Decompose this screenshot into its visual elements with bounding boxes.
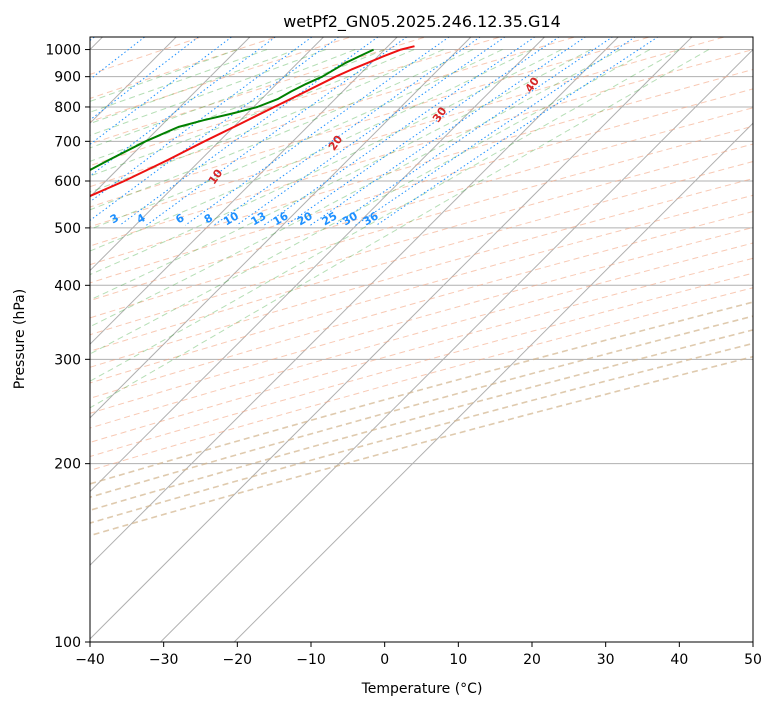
plot-frame <box>89 36 754 643</box>
dry-adiabat <box>90 49 753 247</box>
y-tick-label: 100 <box>54 635 81 651</box>
dry-adiabat <box>90 342 753 524</box>
moist-adiabat <box>90 49 533 252</box>
mixing-ratio-line <box>355 37 636 226</box>
y-tick-label: 300 <box>54 352 81 368</box>
moist-adiabat <box>90 49 297 125</box>
dry-adiabat <box>90 37 652 208</box>
x-tick-label: 30 <box>597 652 615 668</box>
isotherm-gridline <box>90 37 546 493</box>
x-tick-label: −30 <box>149 652 179 668</box>
dry-adiabat <box>90 301 753 485</box>
moist-adiabat <box>90 49 415 177</box>
moist-adiabat <box>90 49 238 102</box>
isotherm-gridline <box>90 37 325 272</box>
isotherm-gridline <box>90 37 472 419</box>
dry-adiabat <box>90 68 753 266</box>
x-tick-label: −10 <box>296 652 326 668</box>
moist-adiabat <box>90 49 680 382</box>
x-tick-label: 40 <box>670 652 688 668</box>
moist-adiabat <box>90 49 326 136</box>
x-tick-label: 20 <box>523 652 541 668</box>
isotherm-gridline <box>159 48 753 642</box>
x-tick-label: −40 <box>75 652 105 668</box>
y-tick-label: 1000 <box>45 43 81 59</box>
y-axis-label: Pressure (hPa) <box>12 289 28 389</box>
y-tick-label: 900 <box>54 70 81 86</box>
isotherm-gridline <box>233 122 753 642</box>
dry-adiabat <box>90 226 753 414</box>
mixing-ratio-line <box>236 37 506 226</box>
x-tick-label: 10 <box>449 652 467 668</box>
x-axis: −40 −30 −20 −10 0 10 20 30 40 50 <box>75 642 762 668</box>
mixing-ratio-line <box>263 37 536 226</box>
x-tick-label: −20 <box>223 652 253 668</box>
mixing-ratio-line <box>119 37 379 226</box>
y-tick-label: 700 <box>54 134 81 150</box>
y-tick-label: 500 <box>54 221 81 237</box>
dry-adiabat <box>90 242 753 429</box>
moist-adiabat <box>90 49 710 409</box>
isotherm-gridline <box>90 37 398 345</box>
profiles <box>90 45 415 198</box>
mixing-ratio-line <box>213 37 481 226</box>
moist-adiabat <box>90 49 385 162</box>
x-axis-label: Temperature (°C) <box>361 681 483 697</box>
dry-adiabat <box>90 37 727 228</box>
mixing-ratio-line <box>90 37 233 145</box>
temperature-profile <box>90 45 415 198</box>
dry-adiabat <box>90 329 753 512</box>
moist-adiabat <box>90 49 592 301</box>
isotherm-gridline <box>90 37 619 566</box>
y-axis: 1000 900 800 700 600 500 400 300 200 100 <box>45 43 90 651</box>
mixing-ratio-lines <box>90 37 659 226</box>
y-tick-label: 800 <box>54 100 81 116</box>
moist-adiabat <box>90 49 474 211</box>
y-tick-label: 200 <box>54 457 81 473</box>
dry-adiabat <box>90 272 753 458</box>
chart-title: wetPf2_GN05.2025.246.12.35.G14 <box>283 12 561 32</box>
dewpoint-profile <box>90 48 375 172</box>
isotherm-gridline <box>90 37 251 198</box>
mixing-ratio-line <box>184 37 450 226</box>
moist-adiabat <box>90 49 267 113</box>
dry-adiabat <box>90 37 502 167</box>
dry-adiabats <box>90 37 753 537</box>
y-tick-label: 600 <box>54 174 81 190</box>
mixing-ratio-line <box>90 37 200 121</box>
y-tick-label: 400 <box>54 278 81 294</box>
dry-adiabat <box>90 178 753 368</box>
dry-adiabat <box>90 37 428 145</box>
x-tick-label: 0 <box>380 652 389 668</box>
grid-layer <box>90 37 753 642</box>
mixing-ratio-line <box>376 37 659 226</box>
moist-adiabat <box>90 49 503 230</box>
dry-adiabat <box>90 161 753 352</box>
dry-adiabat <box>90 143 753 336</box>
dry-adiabat <box>90 315 753 499</box>
mixing-ratio-line <box>285 37 560 226</box>
x-tick-label: 50 <box>744 652 762 668</box>
